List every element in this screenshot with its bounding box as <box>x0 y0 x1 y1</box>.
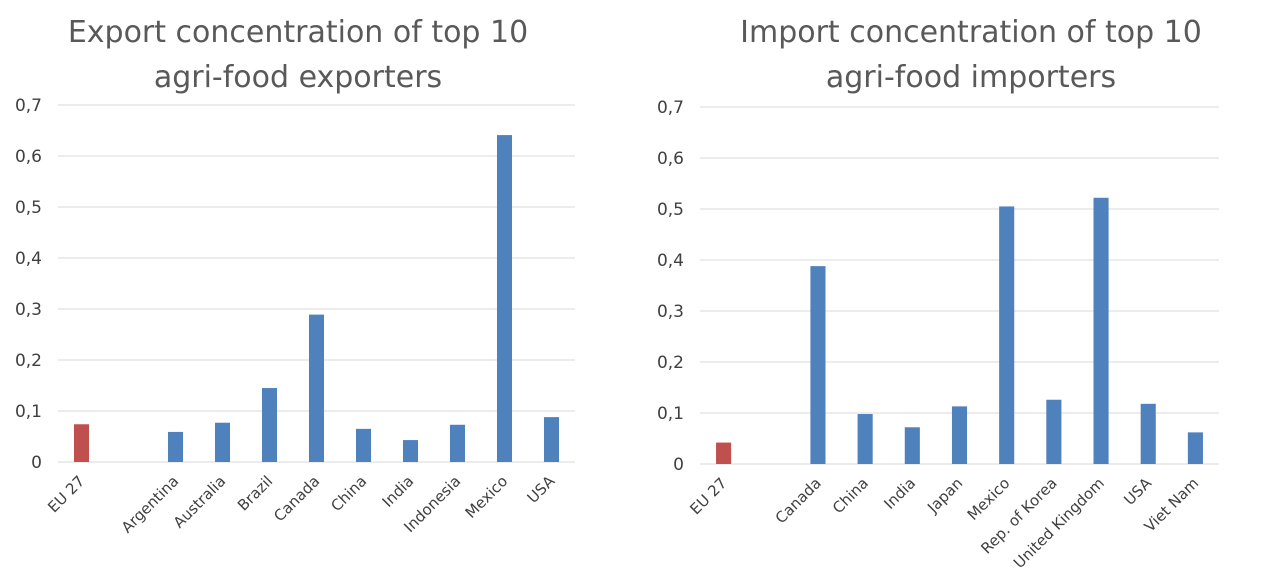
bar-united-kingdom <box>1093 197 1109 464</box>
export-concentration-chart: Export concentration of top 10 agri-food … <box>15 15 575 537</box>
bar-india <box>904 427 920 464</box>
bar-indonesia <box>449 424 466 462</box>
x-tick-label: India <box>880 474 919 513</box>
x-tick-label: China <box>829 474 872 517</box>
y-tick-label: 0,1 <box>657 404 684 424</box>
y-tick-label: 0,3 <box>15 300 42 320</box>
x-tick-label: EU 27 <box>686 474 730 518</box>
x-tick-label: Australia <box>170 472 230 532</box>
x-tick-label: EU 27 <box>44 472 88 516</box>
bar-australia <box>214 422 231 462</box>
bar-china <box>857 414 873 464</box>
bar-mexico <box>496 135 513 462</box>
import-chart-svg: Import concentration of top 10 agri-food … <box>657 15 1219 572</box>
chart-title-line-1: Export concentration of top 10 <box>68 15 528 50</box>
x-tick-label: USA <box>1120 474 1155 509</box>
bar-argentina <box>167 431 184 462</box>
x-tick-label: Mexico <box>462 472 512 522</box>
chart-title-line-2: agri-food exporters <box>154 60 442 95</box>
x-tick-label: Brazil <box>234 472 276 514</box>
bar-canada <box>810 266 826 464</box>
bar-rep-of-korea <box>1046 399 1062 464</box>
x-tick-label: India <box>379 472 418 511</box>
x-tick-label: USA <box>524 472 559 507</box>
x-tick-label: Canada <box>270 472 323 525</box>
bar-usa <box>1140 403 1156 464</box>
bar-viet-nam <box>1187 432 1203 464</box>
bar-canada <box>308 314 325 462</box>
y-tick-label: 0,6 <box>15 147 42 167</box>
bar-china <box>355 428 372 462</box>
chart-title-line-2: agri-food importers <box>826 60 1116 95</box>
y-tick-label: 0,2 <box>15 351 42 371</box>
x-tick-label: Canada <box>772 474 825 527</box>
bar-eu-27 <box>73 424 90 462</box>
bar-india <box>402 440 419 462</box>
y-tick-label: 0,4 <box>15 249 42 269</box>
bar-japan <box>951 406 968 464</box>
y-tick-label: 0 <box>31 453 42 473</box>
y-tick-label: 0,4 <box>657 251 684 271</box>
y-tick-label: 0,5 <box>15 198 42 218</box>
y-tick-label: 0,5 <box>657 200 684 220</box>
y-tick-label: 0,6 <box>657 149 684 169</box>
bar-brazil <box>261 388 278 462</box>
y-tick-label: 0,7 <box>15 96 42 116</box>
x-tick-label: China <box>327 472 370 515</box>
import-concentration-chart: Import concentration of top 10 agri-food … <box>637 0 1274 588</box>
y-tick-label: 0,3 <box>657 302 684 322</box>
bar-mexico <box>999 206 1015 464</box>
export-chart-svg: Export concentration of top 10 agri-food … <box>15 15 575 537</box>
y-tick-label: 0,1 <box>15 402 42 422</box>
bar-eu-27 <box>716 442 732 464</box>
x-tick-label: Japan <box>923 474 966 517</box>
x-tick-label: United Kingdom <box>1010 474 1108 572</box>
x-tick-label: Argentina <box>118 472 182 536</box>
bar-usa <box>543 417 560 462</box>
y-tick-label: 0 <box>673 455 684 475</box>
chart-title-line-1: Import concentration of top 10 <box>740 15 1202 50</box>
y-tick-label: 0,7 <box>657 98 684 118</box>
y-tick-label: 0,2 <box>657 353 684 373</box>
